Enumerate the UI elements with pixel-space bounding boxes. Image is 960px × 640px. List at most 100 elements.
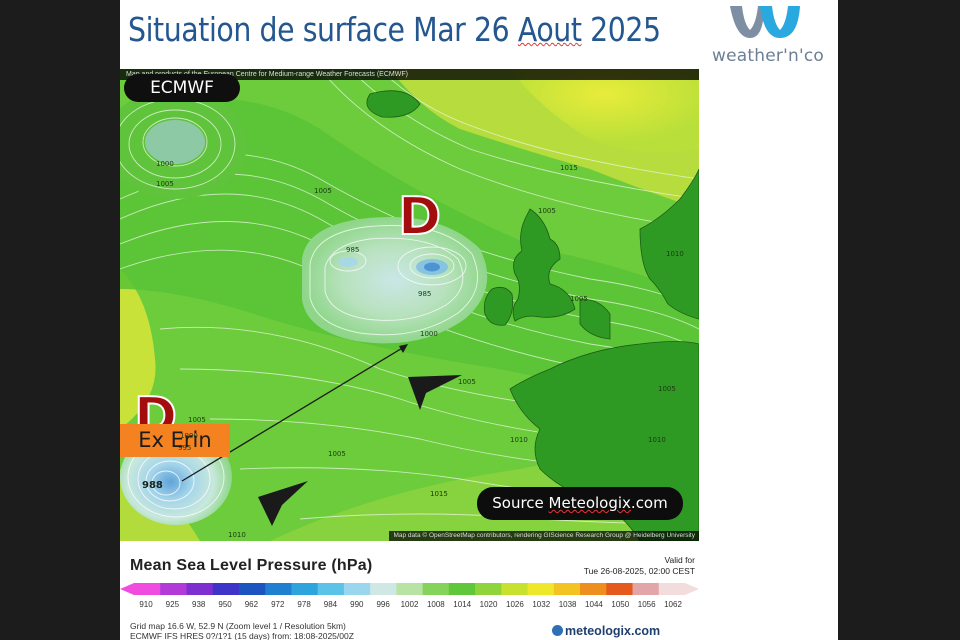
- colorbar-segment: [658, 583, 686, 595]
- colorbar-max-arrow: [685, 583, 699, 595]
- wind-arrow-south: [258, 481, 308, 526]
- scandinavia-landmass: [639, 168, 699, 320]
- colorbar-tick-label: 925: [165, 600, 180, 609]
- colorbar-tick-label: 1008: [426, 600, 445, 609]
- colorbar-segment: [160, 583, 187, 595]
- colorbar-segment: [396, 583, 424, 595]
- colorbar-segment: [580, 583, 607, 595]
- storm-name-label: Ex Erin: [120, 424, 230, 457]
- map-canvas: [120, 69, 699, 541]
- colorbar-segment: [501, 583, 529, 595]
- isobar-label: 1010: [510, 436, 528, 444]
- colorbar-tick-label: 996: [376, 600, 390, 609]
- colorbar-min-arrow: [120, 583, 134, 595]
- pressure-colorbar: [120, 583, 699, 595]
- colorbar-tick-label: 962: [244, 600, 259, 609]
- model-badge: ECMWF: [124, 74, 240, 102]
- iceland-landmass: [366, 90, 421, 118]
- colorbar-tick-label: 1002: [400, 600, 419, 609]
- main-low-area: [302, 217, 488, 344]
- colorbar-tick-label: 1044: [585, 600, 603, 609]
- colorbar-tick-label: 984: [323, 600, 338, 609]
- colorbar-segment: [238, 583, 266, 595]
- colorbar-segment: [186, 583, 214, 595]
- page-title: Situation de surface Mar 26 Aout 2025: [128, 10, 661, 49]
- isobar-label: 1005: [538, 207, 556, 215]
- colorbar-tick-label: 1056: [637, 600, 656, 609]
- colorbar-segment: [527, 583, 555, 595]
- colorbar-segment: [448, 583, 476, 595]
- colorbar-tick-label: 950: [218, 600, 232, 609]
- great-britain-landmass: [512, 208, 576, 322]
- main-low-center: [424, 262, 440, 272]
- map-credit-top: Map and products of the European Centre …: [120, 69, 699, 80]
- colorbar-tick-label: 972: [271, 600, 285, 609]
- ireland-landmass: [483, 286, 514, 326]
- grid-info: Grid map 16.6 W, 52.9 N (Zoom level 1 / …: [130, 621, 354, 640]
- source-badge: Source Meteologix.com: [477, 487, 683, 520]
- colorbar-segment: [422, 583, 450, 595]
- isobar-label: 1005: [458, 378, 476, 386]
- isobar-label: 1015: [430, 490, 448, 498]
- meteologix-logo-icon: [552, 625, 563, 636]
- brand-mark-icon: [730, 6, 800, 38]
- isobar-label: 1010: [666, 250, 684, 258]
- slide: Situation de surface Mar 26 Aout 2025 we…: [120, 0, 838, 640]
- colorbar-segment: [212, 583, 240, 595]
- isobar-label: 1000: [180, 432, 198, 440]
- map-credit-bottom: Map data © OpenStreetMap contributors, r…: [389, 531, 699, 541]
- low-pressure-symbol-main: D: [397, 186, 442, 248]
- erin-center-pressure: 988: [142, 480, 163, 491]
- storm-track-line: [181, 346, 405, 482]
- southwest-high: [120, 269, 156, 429]
- colorbar-tick-label: 1026: [505, 600, 524, 609]
- isobar-label: 1010: [648, 436, 666, 444]
- valid-label: Valid for: [664, 555, 695, 565]
- colorbar-tick-label: 1050: [611, 600, 630, 609]
- isobar-label: 1015: [560, 164, 578, 172]
- legend-title: Mean Sea Level Pressure (hPa): [130, 557, 373, 574]
- storm-track-arrowhead: [399, 344, 408, 353]
- colorbar-ticks: 910 925 938 950 962 972 978 984 990 996 1002 1008 10…: [120, 600, 699, 612]
- high-core: [510, 69, 699, 153]
- colorbar-segment: [475, 583, 502, 595]
- isobar-label: 1010: [228, 531, 246, 539]
- colorbar-tick-label: 978: [297, 600, 311, 609]
- wind-arrow-north: [408, 375, 462, 410]
- colorbar-tick-label: 1014: [453, 600, 472, 609]
- isobar-label: 985: [418, 290, 432, 298]
- colorbar-segment: [134, 583, 161, 595]
- grid-info-line2: ECMWF IFS HRES 0?/1?1 (15 days) from: 18…: [130, 631, 354, 640]
- colorbar-tick-label: 1062: [664, 600, 682, 609]
- isobar-label: 1005: [156, 180, 174, 188]
- colorbar-segment: [632, 583, 660, 595]
- colorbar-segment: [370, 583, 397, 595]
- colorbar-tick-label: 990: [350, 600, 364, 609]
- isobar-label: 1005: [314, 187, 332, 195]
- brand-logo: weather'n'co: [698, 2, 838, 72]
- main-low-isobars: [309, 225, 479, 336]
- northwest-low-core: [145, 120, 205, 164]
- colorbar-tick-label: 1038: [558, 600, 577, 609]
- colorbar-tick-label: 1032: [532, 600, 551, 609]
- colorbar-tick-label: 910: [139, 600, 153, 609]
- isobar-label: 985: [346, 246, 360, 254]
- isobar-label: 1005: [328, 450, 346, 458]
- isobar-label: 1005: [188, 416, 206, 424]
- grid-info-line1: Grid map 16.6 W, 52.9 N (Zoom level 1 / …: [130, 621, 346, 631]
- colorbar-segment: [553, 583, 581, 595]
- secondary-low-center: [338, 257, 358, 267]
- colorbar-segment: [265, 583, 292, 595]
- isobar-label: 1000: [420, 330, 438, 338]
- isobar-label: 1000: [156, 160, 174, 168]
- low-countries-landmass: [579, 298, 611, 340]
- isobar-label: 995: [178, 444, 192, 452]
- valid-datetime: Tue 26-08-2025, 02:00 CEST: [583, 566, 695, 576]
- colorbar-tick-label: 938: [192, 600, 206, 609]
- colorbar-segment: [317, 583, 345, 595]
- footer-logo: meteologix.com: [552, 624, 660, 638]
- brand-name: weather'n'co: [712, 46, 824, 66]
- colorbar-segment: [343, 583, 371, 595]
- isobar-label: 1005: [658, 385, 676, 393]
- colorbar-segment: [606, 583, 634, 595]
